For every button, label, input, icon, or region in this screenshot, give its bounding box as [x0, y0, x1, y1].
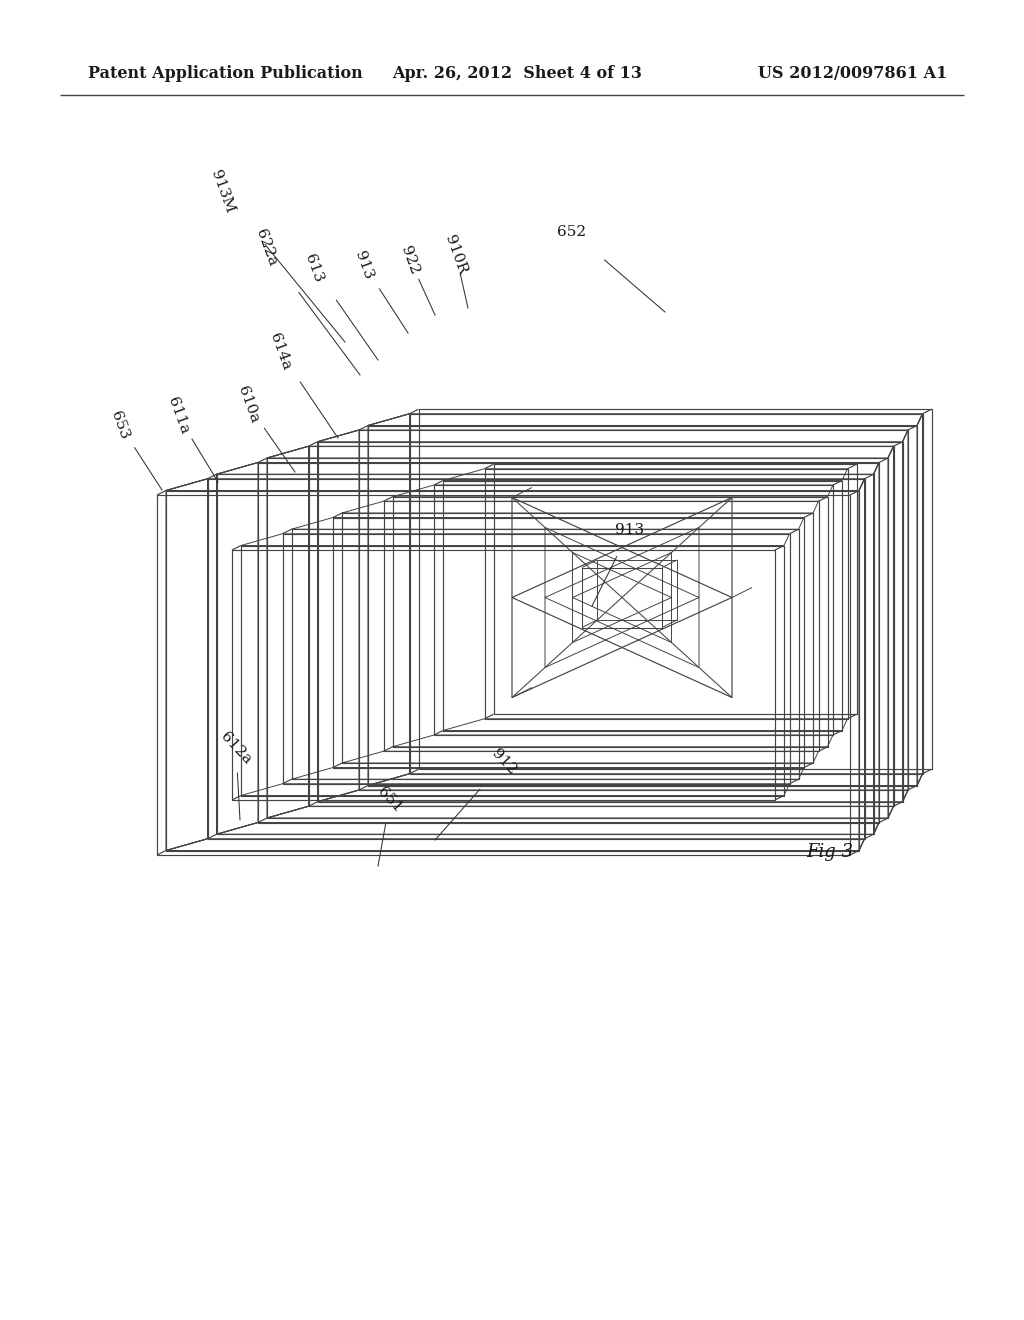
Text: Patent Application Publication: Patent Application Publication	[88, 66, 362, 82]
Text: 913M: 913M	[208, 169, 237, 215]
Text: 912: 912	[488, 747, 519, 777]
Text: 613: 613	[302, 252, 326, 284]
Text: 614a: 614a	[267, 331, 293, 372]
Text: US 2012/0097861 A1: US 2012/0097861 A1	[758, 66, 947, 82]
Text: 652: 652	[557, 224, 587, 239]
Text: 622a: 622a	[253, 227, 280, 268]
Text: 611a: 611a	[165, 396, 191, 437]
Text: 651: 651	[375, 784, 406, 816]
Text: Apr. 26, 2012  Sheet 4 of 13: Apr. 26, 2012 Sheet 4 of 13	[392, 66, 642, 82]
Text: 910R: 910R	[442, 234, 470, 277]
Text: 653: 653	[109, 409, 131, 441]
Text: 610a: 610a	[234, 384, 261, 425]
Text: Fig 3: Fig 3	[807, 843, 853, 861]
Text: 913: 913	[615, 523, 644, 537]
Text: 612a: 612a	[218, 729, 254, 767]
Text: 913: 913	[352, 249, 376, 281]
Text: 922: 922	[398, 244, 422, 276]
